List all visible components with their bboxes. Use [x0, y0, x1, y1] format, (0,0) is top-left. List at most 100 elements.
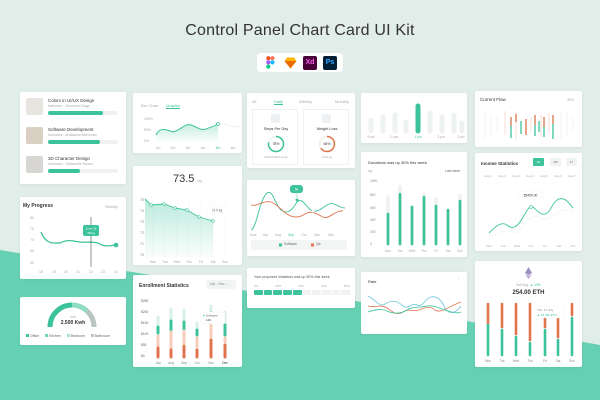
svg-text:200: 200 — [370, 230, 376, 234]
income-line-chart: Aug 1 Aug 2 Aug 3 Aug 4 Aug 5 Aug 6 Aug 7 $545… — [484, 174, 576, 248]
svg-text:$250: $250 — [141, 299, 149, 303]
svg-text:800: 800 — [370, 193, 376, 197]
svg-text:Aug 1: Aug 1 — [484, 174, 492, 178]
svg-text:June 22: June 22 — [86, 227, 97, 231]
tab-all[interactable]: All — [252, 99, 257, 104]
tab-1d[interactable]: 1D — [533, 158, 544, 166]
tab-daily[interactable]: Daily — [274, 99, 283, 105]
svg-text:11 pm: 11 pm — [390, 135, 399, 139]
photoshop-icon: Ps — [323, 55, 337, 70]
svg-text:Fri: Fri — [434, 249, 438, 253]
svg-text:Wed: Wed — [514, 244, 520, 248]
svg-text:Aug 6: Aug 6 — [554, 174, 562, 178]
course-item[interactable]: 3D Character Design Instructor : Shawnel… — [26, 156, 122, 180]
current-flow-card: Current Flow 50% — [475, 91, 582, 147]
svg-text:20: 20 — [64, 270, 68, 274]
more-options-icon[interactable]: ⋮ — [456, 277, 461, 283]
rate-card: Rate ⋮ — [361, 272, 467, 334]
svg-text:Thu: Thu — [528, 244, 534, 248]
tab-weekly[interactable]: Weekly — [299, 99, 313, 104]
activity-card: All Daily Weekly Monthly Steps Per Day 7… — [247, 93, 355, 168]
page-title: Control Panel Chart Card UI Kit — [185, 22, 415, 39]
svg-text:$100: $100 — [141, 332, 149, 336]
tool-icons: Xd Ps — [257, 53, 343, 72]
energy-gauge-card: Info 2.500 Kwh Office Kitchen Bedroom Ba… — [20, 297, 126, 345]
svg-text:5m: 5m — [216, 146, 221, 150]
svg-text:Aug: Aug — [275, 233, 281, 237]
svg-text:Thu: Thu — [527, 359, 533, 363]
last-week-filter[interactable]: Last week — [445, 169, 460, 173]
legend-bathroom: Bathroom — [90, 334, 110, 338]
legend-office: Office — [26, 334, 39, 338]
xd-icon: Xd — [303, 55, 317, 70]
svg-text:5k: 5k — [295, 188, 299, 192]
svg-text:Mon: Mon — [150, 260, 157, 264]
svg-text:Sat: Sat — [556, 359, 561, 363]
weight-loss-sub: 6/10 kg — [322, 155, 332, 159]
gauge-legend: Office Kitchen Bedroom Bathroom — [26, 334, 126, 338]
svg-text:23: 23 — [101, 270, 105, 274]
svg-text:Aug 3: Aug 3 — [512, 174, 520, 178]
svg-text:Thu: Thu — [421, 249, 427, 253]
svg-text:Dec: Dec — [328, 233, 334, 237]
ethereum-icon — [525, 267, 532, 279]
svg-text:Aug 7: Aug 7 — [568, 174, 576, 178]
enrollment-card: Enrollment Statistics July - Dec ⌄ $250 $… — [133, 275, 242, 367]
weight-loss-value: 65% — [323, 142, 331, 146]
svg-text:24: 24 — [114, 270, 118, 274]
svg-text:80: 80 — [30, 216, 34, 220]
eth-value: 254.00 ETH — [512, 290, 545, 296]
sell-avg-row: Sell Avg. ▲ 10% — [516, 283, 541, 287]
filter-dropdown[interactable]: Weekly — [104, 204, 118, 209]
tab-1w[interactable]: 1W — [550, 158, 561, 166]
software-qa-line-chart: 5k June July Aug Sep Oct Nov Dec — [249, 185, 347, 250]
graphic-area-chart: 100% 50% 0% 1m 2m 3m 4m 5m 6m — [144, 117, 240, 150]
course-item[interactable]: Software Development Instructor : Anasta… — [26, 127, 122, 151]
steps-ring — [267, 135, 285, 153]
courses-card: Colors in UI/UX Design Instructor : Desm… — [20, 92, 126, 184]
svg-text:73: 73 — [140, 220, 144, 224]
svg-text:$50: $50 — [141, 343, 147, 347]
svg-text:Wed: Wed — [513, 359, 520, 363]
svg-text:100%: 100% — [144, 117, 153, 121]
hourly-card: 9 am 11 pm 1 pm 3 pm 5 pm — [361, 93, 467, 143]
initiatives-card: Your proposed initiatives was up 50% thi… — [247, 268, 355, 308]
range-dropdown[interactable]: July - Dec ⌄ — [206, 280, 236, 289]
donations-title: Donations was up 30% this week — [368, 160, 427, 165]
course-progress-bar — [48, 111, 118, 115]
tooltip-value: ▲ 18.340 ETH — [537, 313, 557, 317]
svg-text:60: 60 — [30, 261, 34, 265]
tab-graphic[interactable]: Graphic — [166, 103, 181, 109]
figma-icon — [263, 56, 277, 70]
income-card: Income Statistics 1D 1W 1Y Aug 1 Aug 2 Aug… — [475, 153, 582, 251]
tab-1y[interactable]: 1Y — [566, 158, 577, 166]
course-title: 3D Character Design — [48, 156, 91, 161]
svg-text:Mon: Mon — [485, 359, 491, 363]
tab-bar-chart[interactable]: Bar Chart — [141, 103, 159, 108]
svg-text:Thu: Thu — [186, 260, 192, 264]
weight-card: 73.5 kg 75 74 73 72 71 70 73.5 kg Mon Tue Wed Th… — [133, 166, 242, 265]
steps-sub: 10000/7000 steps — [264, 155, 288, 159]
svg-text:18: 18 — [39, 270, 43, 274]
svg-text:1m: 1m — [156, 146, 161, 150]
svg-text:Sat: Sat — [211, 260, 216, 264]
svg-text:Tue: Tue — [397, 249, 403, 253]
svg-text:Nov: Nov — [314, 233, 320, 237]
enrollment-stacked-bar-chart: $250 $200 $150 $100 $50 $0 Software 140 July A… — [141, 299, 228, 365]
course-item[interactable]: Colors in UI/UX Design Instructor : Desm… — [26, 98, 122, 122]
course-progress-bar — [48, 169, 118, 173]
card-title: Current Flow — [480, 97, 506, 102]
steps-card: Steps Per Day 78% 10000/7000 steps — [252, 109, 298, 165]
donations-y-label: qty — [368, 169, 373, 173]
svg-text:6m: 6m — [231, 146, 236, 150]
svg-text:1 pm: 1 pm — [414, 135, 421, 139]
course-thumbnail — [26, 127, 43, 144]
tab-monthly[interactable]: Monthly — [335, 99, 350, 104]
svg-text:Sun: Sun — [570, 244, 576, 248]
current-flow-chart — [484, 111, 574, 139]
legend-bedroom: Bedroom — [66, 334, 85, 338]
graphic-card: Bar Chart Graphic 100% 50% 0% 1m 2m 3m 4m 5m 6m — [133, 93, 242, 153]
semicircle-gauge — [47, 302, 97, 328]
svg-text:74: 74 — [140, 209, 144, 213]
svg-text:$0: $0 — [141, 354, 145, 358]
